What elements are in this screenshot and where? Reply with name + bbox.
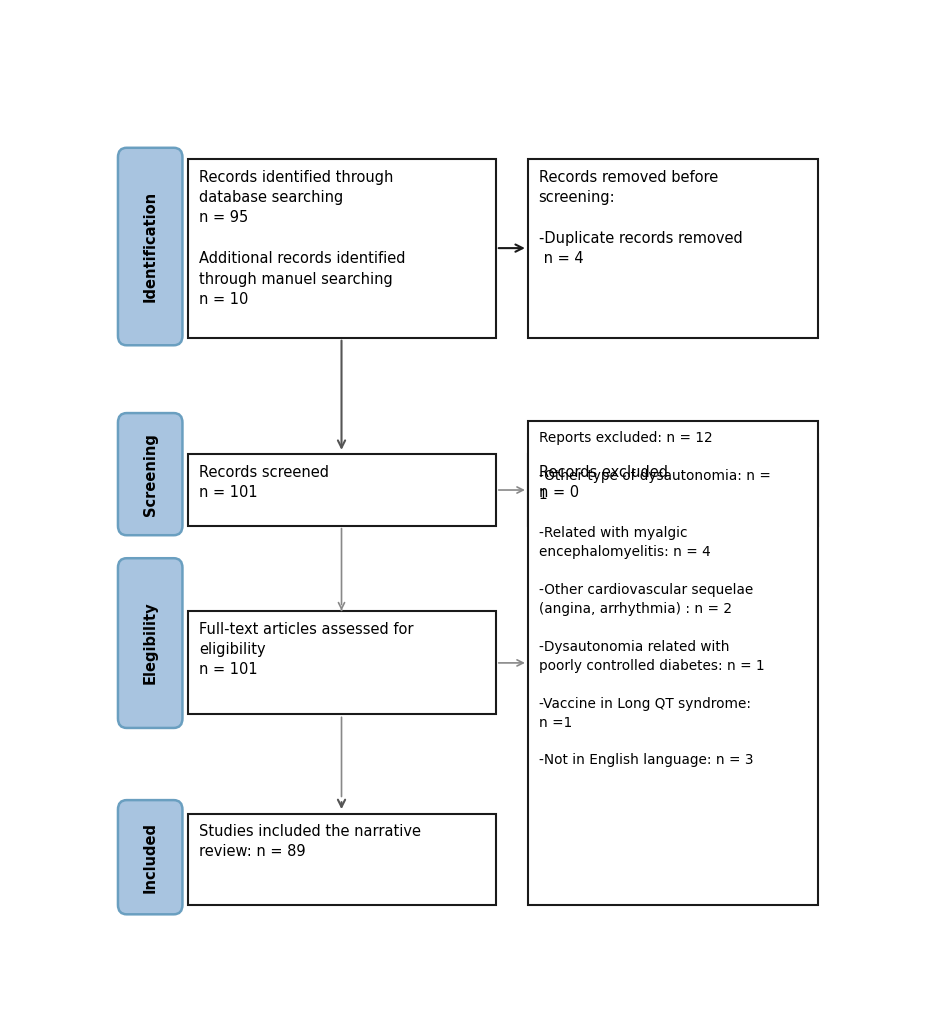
Text: Full-text articles assessed for
eligibility
n = 101: Full-text articles assessed for eligibil… [199,622,413,678]
Text: Records identified through
database searching
n = 95

Additional records identif: Records identified through database sear… [199,170,405,307]
FancyBboxPatch shape [118,800,182,915]
FancyBboxPatch shape [118,413,182,536]
Text: Records screened
n = 101: Records screened n = 101 [199,465,329,500]
Text: Reports excluded: n = 12

-Other type of dysautonomia: n =
1

-Related with myal: Reports excluded: n = 12 -Other type of … [539,432,770,767]
FancyBboxPatch shape [118,558,182,728]
FancyBboxPatch shape [188,454,496,525]
Text: Records removed before
screening:

-Duplicate records removed
 n = 4: Records removed before screening: -Dupli… [539,170,742,266]
FancyBboxPatch shape [527,454,817,525]
FancyBboxPatch shape [188,612,496,715]
FancyBboxPatch shape [118,147,182,345]
Text: Studies included the narrative
review: n = 89: Studies included the narrative review: n… [199,824,421,859]
Text: Elegibility: Elegibility [143,602,158,684]
FancyBboxPatch shape [188,814,496,904]
Text: Included: Included [143,822,158,893]
Text: Identification: Identification [143,191,158,302]
Text: Screening: Screening [143,433,158,516]
Text: Records excluded
n = 0: Records excluded n = 0 [539,465,668,500]
FancyBboxPatch shape [527,160,817,338]
FancyBboxPatch shape [527,421,817,904]
FancyBboxPatch shape [188,160,496,338]
